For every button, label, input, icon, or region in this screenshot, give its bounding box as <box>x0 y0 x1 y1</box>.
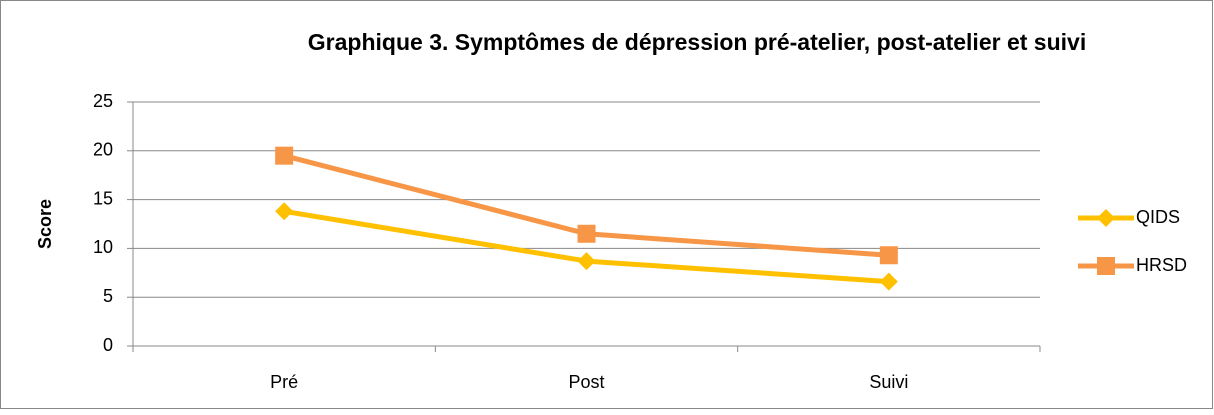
y-tick-label: 20 <box>93 140 113 160</box>
x-tick-label: Pré <box>270 372 298 392</box>
y-tick-label: 25 <box>93 91 113 111</box>
data-point <box>577 252 596 271</box>
data-point <box>879 246 898 265</box>
data-point <box>879 272 898 291</box>
y-tick-label: 0 <box>103 335 113 355</box>
legend-marker <box>1097 209 1115 227</box>
data-point <box>577 224 596 243</box>
legend-label: QIDS <box>1136 207 1180 227</box>
legend-marker <box>1097 257 1115 275</box>
x-tick-label: Post <box>568 372 604 392</box>
chart-title: Graphique 3. Symptômes de dépression pré… <box>308 29 1086 55</box>
data-point <box>275 146 294 165</box>
data-point <box>275 202 294 221</box>
y-axis-label: Score <box>35 199 55 249</box>
x-tick-label: Suivi <box>869 372 908 392</box>
legend-label: HRSD <box>1136 255 1187 275</box>
y-tick-label: 10 <box>93 237 113 257</box>
y-tick-label: 15 <box>93 188 113 208</box>
y-tick-label: 5 <box>103 286 113 306</box>
